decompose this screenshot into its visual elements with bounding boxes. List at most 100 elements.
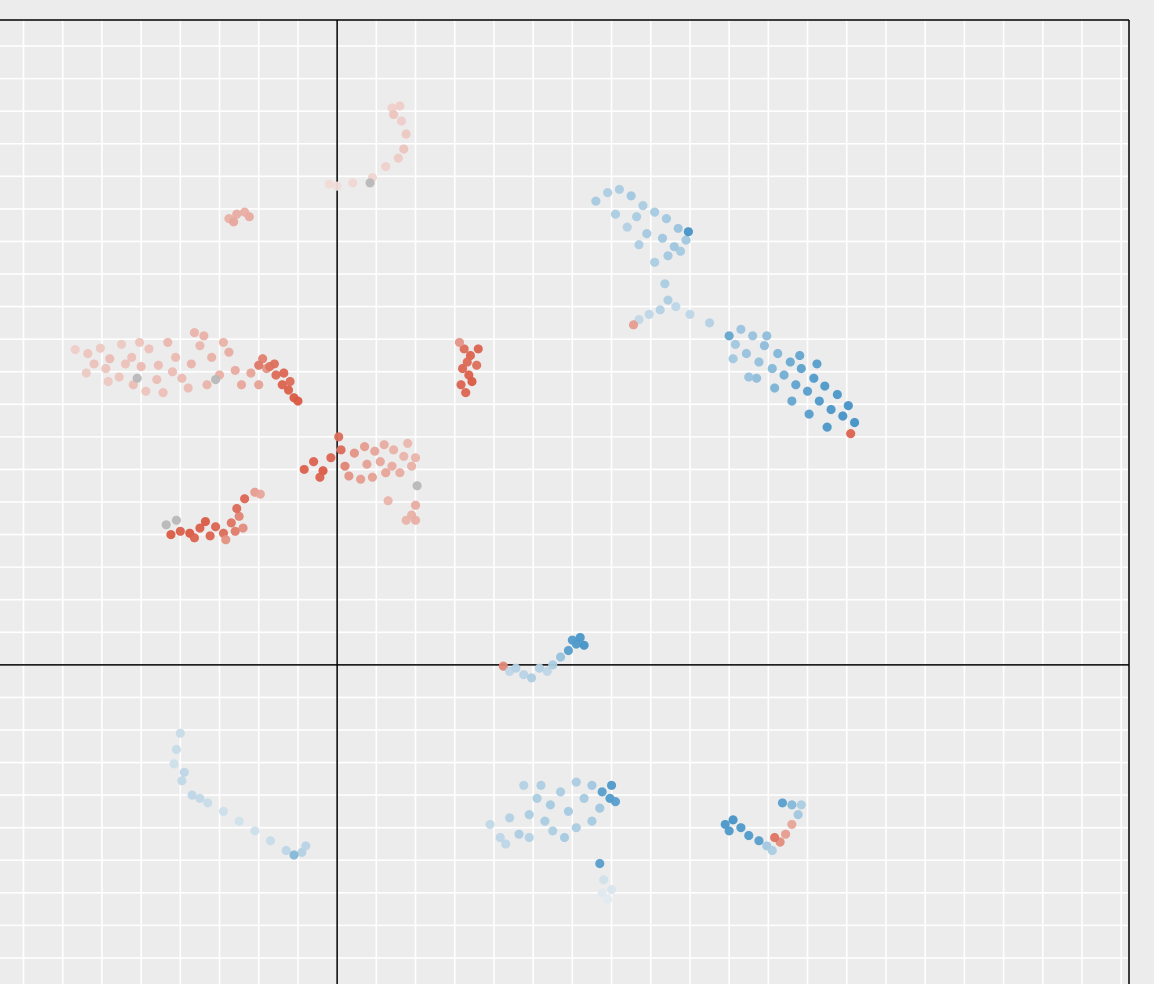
data-point: [116, 339, 127, 349]
data-point: [195, 341, 205, 351]
data-point: [462, 357, 472, 367]
data-point: [105, 354, 115, 364]
data-point: [388, 109, 399, 120]
data-point: [501, 839, 511, 849]
data-point: [595, 858, 605, 869]
data-point: [70, 344, 80, 355]
data-point: [741, 348, 751, 359]
data-point: [367, 472, 378, 482]
data-point: [141, 386, 151, 396]
data-point: [229, 217, 239, 227]
data-point: [169, 759, 179, 769]
data-point: [660, 279, 670, 289]
data-point: [401, 515, 411, 525]
data-point: [767, 845, 777, 856]
data-point: [655, 305, 665, 315]
data-point: [555, 787, 566, 797]
data-point: [362, 459, 372, 469]
data-point: [299, 464, 309, 475]
data-point: [563, 806, 574, 816]
data-point: [221, 535, 231, 545]
data-point: [171, 515, 182, 525]
data-point: [524, 832, 534, 843]
data-point: [234, 511, 244, 521]
data-point: [770, 383, 780, 393]
data-point: [626, 191, 636, 201]
data-point: [461, 387, 471, 398]
data-point: [728, 354, 738, 364]
data-point: [158, 387, 168, 398]
data-point: [663, 251, 673, 261]
data-point: [567, 635, 577, 645]
data-point: [340, 461, 350, 471]
data-point: [634, 240, 644, 250]
data-point: [410, 500, 421, 510]
data-point: [189, 328, 200, 338]
data-points: [70, 101, 860, 904]
data-point: [175, 526, 185, 536]
data-point: [683, 227, 693, 237]
data-point: [610, 797, 621, 807]
data-point: [610, 209, 621, 219]
data-point: [495, 832, 505, 843]
data-point: [591, 196, 601, 206]
data-point: [467, 376, 477, 387]
data-point: [189, 533, 200, 543]
data-point: [511, 663, 521, 673]
data-point: [171, 352, 181, 362]
data-point: [101, 363, 111, 374]
data-point: [334, 432, 344, 442]
data-point: [232, 503, 242, 514]
data-point: [599, 875, 609, 885]
data-point: [505, 813, 515, 823]
data-point: [638, 201, 648, 211]
data-point: [673, 223, 683, 234]
data-point: [134, 337, 145, 348]
data-point: [770, 832, 780, 843]
data-point: [344, 471, 354, 481]
data-point: [671, 301, 681, 312]
data-point: [254, 360, 264, 370]
data-point: [762, 331, 772, 341]
data-point: [195, 523, 205, 533]
data-point: [195, 793, 205, 803]
data-point: [555, 652, 566, 662]
data-point: [200, 516, 211, 527]
data-point: [736, 823, 746, 833]
data-point: [780, 829, 791, 839]
data-point: [203, 798, 213, 808]
data-point: [793, 810, 803, 820]
data-point: [187, 790, 197, 800]
data-point: [336, 445, 346, 455]
data-point: [285, 376, 295, 387]
data-point: [603, 894, 613, 904]
data-point: [514, 829, 524, 839]
data-point: [754, 357, 764, 367]
data-point: [401, 129, 411, 139]
data-point: [218, 337, 229, 348]
data-point: [365, 178, 375, 188]
data-point: [410, 453, 421, 463]
data-point: [309, 457, 319, 467]
data-point: [387, 461, 397, 471]
data-point: [407, 461, 417, 471]
data-point: [120, 359, 131, 369]
data-point: [832, 389, 842, 400]
data-point: [628, 320, 639, 330]
data-point: [587, 780, 597, 790]
data-point: [657, 233, 668, 243]
data-point: [177, 373, 187, 383]
data-point: [230, 526, 240, 536]
data-point: [395, 101, 405, 111]
data-point: [246, 368, 256, 378]
data-point: [396, 116, 407, 126]
data-point: [127, 352, 137, 362]
data-point: [277, 380, 287, 390]
data-point: [744, 830, 754, 841]
data-point: [293, 396, 303, 406]
data-point: [183, 383, 193, 393]
data-point: [563, 645, 574, 656]
data-point: [315, 472, 325, 482]
data-point: [240, 494, 250, 504]
